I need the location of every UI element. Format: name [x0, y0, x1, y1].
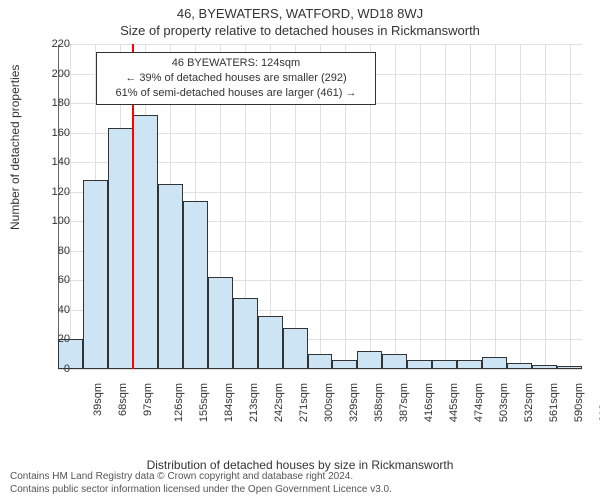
x-tick-label: 300sqm [323, 383, 335, 422]
x-tick-label: 39sqm [93, 383, 105, 416]
x-tick-label: 184sqm [223, 383, 235, 422]
x-tick-label: 68sqm [117, 383, 129, 416]
y-tick-label: 100 [40, 215, 70, 227]
histogram-bar [357, 351, 382, 369]
histogram-bar [183, 201, 208, 369]
y-tick-label: 160 [40, 127, 70, 139]
x-tick-label: 126sqm [173, 383, 185, 422]
gridline-h [58, 369, 582, 370]
histogram-bar [283, 328, 308, 369]
y-axis-line [58, 44, 59, 369]
footer-line-2: Contains public sector information licen… [10, 484, 590, 497]
histogram-bar [208, 277, 233, 369]
histogram-bar [432, 360, 457, 369]
y-tick-label: 80 [40, 245, 70, 257]
attribution-footer: Contains HM Land Registry data © Crown c… [10, 471, 590, 496]
histogram-bar [258, 316, 283, 369]
page-subtitle: Size of property relative to detached ho… [0, 23, 600, 38]
gridline-v [70, 44, 71, 369]
gridline-v [495, 44, 496, 369]
x-tick-label: 474sqm [473, 383, 485, 422]
y-tick-label: 40 [40, 304, 70, 316]
histogram-bar [457, 360, 482, 369]
x-tick-label: 503sqm [498, 383, 510, 422]
histogram-bar [233, 298, 258, 369]
x-tick-label: 155sqm [198, 383, 210, 422]
x-axis-label: Distribution of detached houses by size … [0, 458, 600, 472]
gridline-v [470, 44, 471, 369]
histogram-bar [507, 363, 532, 369]
y-tick-label: 200 [40, 68, 70, 80]
histogram-bar [407, 360, 432, 369]
y-axis-label: Number of detached properties [8, 65, 22, 230]
histogram-bar [108, 128, 133, 369]
histogram-bar [133, 115, 158, 369]
annotation-line: ← 39% of detached houses are smaller (29… [103, 71, 369, 86]
x-tick-label: 242sqm [273, 383, 285, 422]
x-tick-label: 97sqm [142, 383, 154, 416]
x-tick-label: 416sqm [423, 383, 435, 422]
histogram-bar [482, 357, 507, 369]
x-tick-label: 532sqm [523, 383, 535, 422]
y-tick-label: 180 [40, 97, 70, 109]
histogram-bar [532, 365, 557, 369]
x-tick-label: 271sqm [298, 383, 310, 422]
histogram-bar [308, 354, 333, 369]
footer-line-1: Contains HM Land Registry data © Crown c… [10, 471, 590, 484]
y-tick-label: 220 [40, 38, 70, 50]
annotation-box: 46 BYEWATERS: 124sqm← 39% of detached ho… [96, 52, 376, 105]
gridline-v [420, 44, 421, 369]
gridline-v [520, 44, 521, 369]
x-tick-label: 329sqm [348, 383, 360, 422]
x-tick-label: 213sqm [248, 383, 260, 422]
y-tick-label: 20 [40, 333, 70, 345]
gridline-v [395, 44, 396, 369]
y-tick-label: 120 [40, 186, 70, 198]
y-tick-label: 0 [40, 363, 70, 375]
chart-area: 46 BYEWATERS: 124sqm← 39% of detached ho… [58, 44, 582, 424]
x-tick-label: 590sqm [573, 383, 585, 422]
annotation-line: 46 BYEWATERS: 124sqm [103, 56, 369, 71]
x-tick-label: 358sqm [373, 383, 385, 422]
gridline-v [445, 44, 446, 369]
x-tick-label: 445sqm [448, 383, 460, 422]
gridline-v [545, 44, 546, 369]
histogram-bar [83, 180, 108, 369]
histogram-bar [382, 354, 407, 369]
x-tick-label: 561sqm [548, 383, 560, 422]
x-tick-label: 387sqm [398, 383, 410, 422]
page-title-address: 46, BYEWATERS, WATFORD, WD18 8WJ [0, 6, 600, 21]
histogram-bar [557, 366, 582, 369]
y-tick-label: 140 [40, 156, 70, 168]
histogram-bar [332, 360, 357, 369]
gridline-v [570, 44, 571, 369]
annotation-line: 61% of semi-detached houses are larger (… [103, 86, 369, 101]
histogram-plot: 46 BYEWATERS: 124sqm← 39% of detached ho… [58, 44, 582, 369]
histogram-bar [158, 184, 183, 369]
y-tick-label: 60 [40, 274, 70, 286]
